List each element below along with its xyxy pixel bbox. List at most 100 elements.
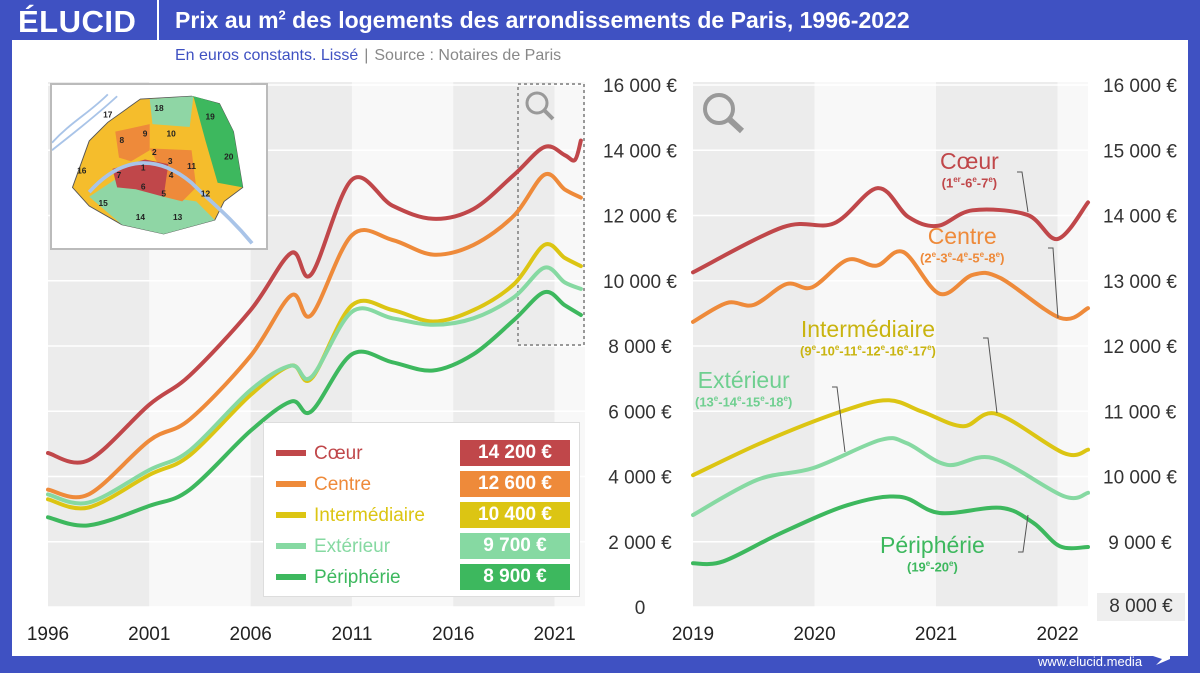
district-number: 3 [168, 156, 173, 166]
y-tick-label: 0 [635, 598, 646, 619]
district-number: 1 [141, 163, 146, 173]
elucid-flag-icon [1150, 649, 1170, 665]
y-tick-label: 11 000 € [1104, 402, 1177, 423]
legend-item: Extérieur 9 700 € [274, 533, 574, 559]
series-line-Périphérie [46, 289, 583, 528]
annotation-1: Cœur (1er-6e-7e) [940, 148, 999, 190]
annotation-leader-lines [832, 171, 1059, 553]
legend-value-badge: 12 600 € [460, 471, 570, 497]
y-tick-label: 2 000 € [608, 533, 672, 554]
x-tick-label: 2016 [432, 624, 474, 645]
district-number: 20 [224, 152, 234, 162]
series-line-Extérieur [46, 265, 583, 506]
x-tick-label: 2021 [915, 624, 957, 645]
legend-value-badge: 14 200 € [460, 440, 570, 466]
series-line-Centre [691, 249, 1090, 324]
series-line-Intermédiaire [691, 398, 1090, 478]
series-line-Cœur [691, 186, 1090, 275]
district-number: 13 [173, 212, 183, 222]
legend: Cœur 14 200 € Centre 12 600 € Intermédiaire 1… [263, 422, 580, 597]
x-tick-label: 2021 [533, 624, 575, 645]
district-number: 17 [103, 110, 113, 120]
series-line-Intermédiaire [46, 242, 583, 511]
right-axis-base-label: 8 000 € [1097, 593, 1185, 621]
annotation-name: Extérieur [697, 367, 790, 393]
title-suffix: des logements des arrondissements de Par… [285, 7, 910, 33]
annotation-name: Cœur [940, 148, 999, 174]
paris-map-inset: 1 2 3 4 5 6 7 8 9 10 11 12 13 14 15 16 17 18 19 20 [50, 83, 268, 250]
y-tick-label: 14 000 € [1103, 207, 1177, 228]
annotation-name: Périphérie [880, 532, 985, 558]
district-number: 19 [206, 112, 216, 122]
district-number: 14 [136, 212, 146, 222]
chart-title: Prix au m2 des logements des arrondissem… [175, 7, 910, 34]
y-tick-label: 8 000 € [608, 337, 672, 358]
subtitle: En euros constants. Lissé | Source : Notai… [175, 47, 561, 65]
right-chart-background [693, 82, 1088, 608]
legend-label: Centre [314, 474, 372, 495]
annotation-name: Intermédiaire [800, 316, 936, 342]
legend-value-badge: 9 700 € [460, 533, 570, 559]
y-tick-label: 12 000 € [1103, 337, 1177, 358]
legend-swatch [276, 574, 306, 580]
x-tick-label: 2001 [128, 624, 170, 645]
footer-url[interactable]: www.elucid.media [1038, 654, 1143, 669]
annotation-2: Centre (2e-3e-4e-5e-8e) [920, 223, 1004, 265]
annotation-districts: (13e-14e-15e-18e) [695, 394, 793, 410]
legend-swatch [276, 543, 306, 549]
legend-swatch [276, 450, 306, 456]
y-tick-label: 12 000 € [603, 207, 677, 228]
district-number: 16 [77, 165, 87, 175]
district-number: 4 [169, 170, 174, 180]
legend-swatch [276, 512, 306, 518]
annotation-districts: (1er-6e-7e) [941, 175, 998, 191]
y-tick-label: 16 000 € [603, 76, 677, 97]
series-line-Périphérie [691, 494, 1090, 567]
y-tick-label: 15 000 € [1103, 141, 1177, 162]
y-tick-label: 14 000 € [603, 141, 677, 162]
annotation-5: Périphérie (19e-20e) [880, 532, 985, 574]
x-tick-label: 1996 [27, 624, 69, 645]
y-tick-label: 13 000 € [1103, 272, 1177, 293]
annotation-4: Extérieur (13e-14e-15e-18e) [695, 367, 792, 409]
x-tick-label: 2019 [672, 624, 714, 645]
legend-item: Intermédiaire 10 400 € [274, 502, 574, 528]
right-chart-lines [691, 186, 1090, 567]
zoom-region-box [517, 83, 585, 346]
district-number: 9 [143, 128, 148, 138]
district-number: 7 [117, 170, 122, 180]
title-sup: 2 [278, 7, 286, 23]
series-line-Extérieur [691, 436, 1090, 517]
x-tick-label: 2011 [332, 624, 373, 645]
legend-label: Extérieur [314, 536, 391, 557]
district-number: 8 [119, 135, 124, 145]
series-line-Centre [46, 171, 583, 500]
legend-label: Cœur [314, 443, 363, 464]
district-number: 12 [201, 189, 211, 199]
legend-item: Cœur 14 200 € [274, 440, 574, 466]
left-chart-lines [46, 138, 583, 528]
time-band [936, 82, 1058, 607]
y-tick-label: 10 000 € [603, 272, 677, 293]
district-number: 10 [166, 128, 176, 138]
annotation-name: Centre [927, 223, 997, 249]
y-tick-label: 9 000 € [1108, 533, 1172, 554]
x-tick-label: 2020 [793, 624, 835, 645]
annotation-districts: (9e-10e-11e-12e-16e-17e) [800, 343, 936, 359]
header-divider [157, 0, 159, 40]
district-number: 11 [187, 161, 196, 171]
legend-value-badge: 8 900 € [460, 564, 570, 590]
y-tick-label: 10 000 € [1103, 468, 1177, 489]
time-band [1057, 82, 1088, 607]
time-band [814, 82, 937, 607]
annotation-3: Intermédiaire (9e-10e-11e-12e-16e-17e) [800, 316, 936, 358]
magnifier-icon [525, 91, 555, 121]
legend-label: Périphérie [314, 567, 401, 588]
magnifier-icon-large [703, 93, 745, 134]
x-tick-label: 2022 [1036, 624, 1078, 645]
district-number: 6 [141, 181, 146, 191]
y-tick-label: 4 000 € [608, 468, 672, 489]
subtitle-separator: | [364, 47, 369, 64]
